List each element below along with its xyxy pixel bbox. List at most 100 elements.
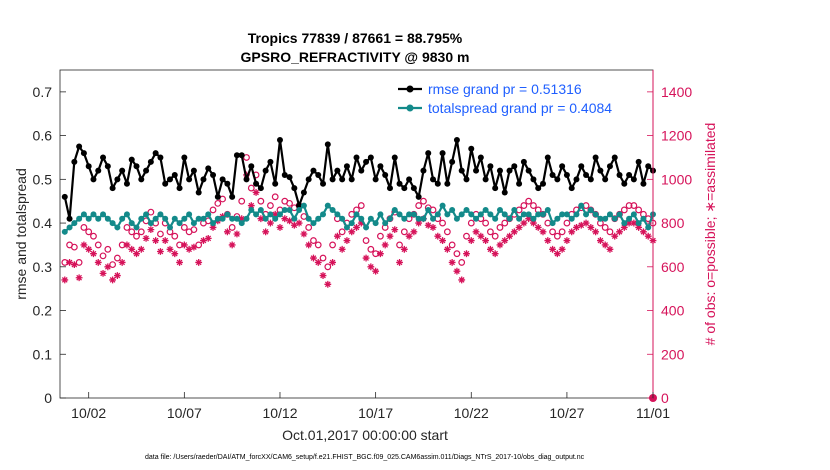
rmse-point (386, 185, 393, 192)
obs-assimilated-point (539, 228, 547, 236)
obs-possible-point (214, 199, 222, 207)
rmse-point (477, 154, 484, 161)
rmse-point (152, 150, 159, 157)
totalspread-point (568, 215, 575, 222)
totalspread-point (195, 215, 202, 222)
obs-assimilated-point (348, 228, 356, 236)
totalspread-point (583, 211, 590, 218)
obs-assimilated-point (267, 219, 274, 227)
totalspread-point (453, 215, 460, 222)
rmse-point (224, 180, 231, 187)
totalspread-point (76, 215, 83, 222)
obs-assimilated-point (152, 237, 160, 244)
rmse-point (377, 163, 384, 170)
obs-assimilated-point (525, 215, 533, 223)
totalspread-point (210, 220, 217, 227)
obs-assimilated-point (377, 250, 384, 258)
obs-possible-point (630, 202, 638, 209)
totalspread-point (147, 220, 154, 227)
totalspread-point (320, 211, 327, 218)
obs-possible-point (439, 219, 446, 227)
obs-assimilated-point (90, 250, 97, 258)
totalspread-point (61, 228, 68, 235)
totalspread-point (114, 224, 121, 231)
obs-possible-point (606, 228, 614, 236)
obs-assimilated-point (453, 267, 461, 275)
rmse-point (353, 154, 360, 161)
totalspread-point (458, 211, 465, 218)
obs-assimilated-point (137, 245, 145, 253)
y-tick-label: 0.3 (33, 259, 53, 275)
rmse-point (544, 154, 551, 161)
obs-assimilated-point (281, 215, 289, 223)
totalspread-point (549, 220, 556, 227)
rmse-point (520, 158, 527, 165)
legend-marker-rmse (406, 85, 414, 93)
obs-possible-point (257, 197, 265, 205)
rmse-point (66, 215, 73, 222)
obs-assimilated-point (487, 245, 494, 253)
obs-possible-point (530, 202, 537, 209)
rmse-point (568, 185, 575, 192)
rmse-point (71, 158, 78, 165)
rmse-point (291, 185, 298, 192)
rmse-point (315, 171, 322, 178)
obs-assimilated-point (582, 219, 590, 227)
obs-possible-point (137, 228, 145, 236)
totalspread-point (80, 211, 87, 218)
totalspread-point (305, 215, 312, 222)
rmse-point (415, 193, 422, 200)
rmse-point (391, 154, 398, 161)
obs-possible-point (377, 232, 384, 240)
obs-assimilated-point (410, 228, 418, 236)
rmse-point (253, 180, 260, 187)
obs-assimilated-point (424, 221, 432, 229)
obs-assimilated-point (113, 272, 121, 279)
obs-assimilated-point (109, 276, 117, 284)
obs-possible-point (448, 241, 456, 249)
obs-assimilated-point (147, 226, 155, 234)
totalspread-point (238, 220, 245, 227)
obs-assimilated-point (305, 241, 313, 249)
rmse-point (85, 163, 92, 170)
totalspread-point (606, 211, 613, 218)
obs-assimilated-point (472, 228, 480, 236)
obs-assimilated-point (94, 259, 102, 266)
totalspread-point (85, 215, 92, 222)
obs-possible-point (70, 243, 78, 251)
obs-assimilated-point (577, 221, 585, 229)
rmse-point (238, 152, 245, 159)
totalspread-point (248, 206, 255, 213)
totalspread-point (138, 215, 145, 222)
obs-assimilated-point (99, 269, 107, 277)
obs-assimilated-point (458, 276, 466, 284)
totalspread-point (597, 215, 604, 222)
obs-assimilated-point (381, 241, 389, 249)
obs-assimilated-point (520, 219, 528, 227)
totalspread-point (530, 215, 537, 222)
obs-possible-point (357, 202, 365, 209)
totalspread-point (286, 206, 293, 213)
totalspread-point (386, 215, 393, 222)
obs-assimilated-point (510, 228, 518, 236)
totalspread-point (391, 206, 398, 213)
obs-assimilated-point (204, 234, 212, 242)
totalspread-point (473, 215, 480, 222)
obs-assimilated-point (391, 226, 399, 234)
obs-assimilated-point (176, 259, 183, 266)
totalspread-point (501, 211, 508, 218)
obs-assimilated-point (405, 232, 413, 240)
right-axis: 0 200 400 600 800 1000 1200 1400 (647, 70, 692, 406)
totalspread-point (468, 211, 475, 218)
rmse-point (597, 167, 604, 174)
obs-assimilated-point (372, 267, 380, 275)
rmse-point (635, 158, 642, 165)
totalspread-point (635, 220, 642, 227)
totalspread-point (377, 211, 384, 218)
totalspread-point (296, 206, 303, 213)
obs-assimilated-point (563, 237, 571, 244)
rmse-point (334, 167, 341, 174)
totalspread-line (64, 204, 655, 233)
rmse-point (80, 150, 87, 157)
totalspread-point (324, 202, 331, 209)
